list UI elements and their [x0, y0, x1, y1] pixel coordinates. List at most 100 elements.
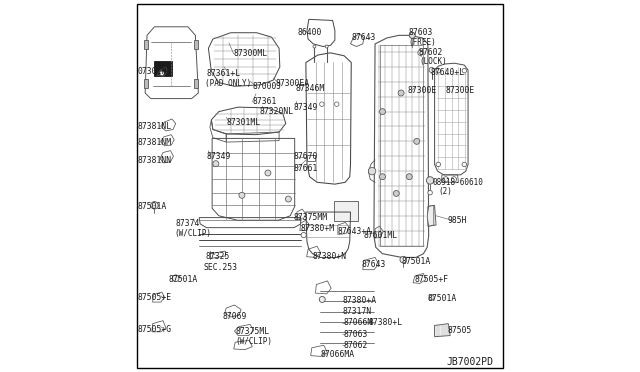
Text: 87300E: 87300E: [408, 86, 437, 94]
Text: 87062: 87062: [343, 341, 367, 350]
Bar: [195, 79, 198, 88]
Text: 87501A: 87501A: [168, 275, 198, 284]
Circle shape: [400, 256, 406, 263]
Circle shape: [406, 174, 412, 180]
Text: (W/CLIP): (W/CLIP): [174, 229, 211, 238]
Circle shape: [319, 102, 324, 106]
Text: 87381NN: 87381NN: [138, 156, 172, 165]
Circle shape: [394, 190, 399, 196]
Text: 87643: 87643: [352, 33, 376, 42]
Circle shape: [436, 68, 440, 73]
Circle shape: [301, 232, 306, 238]
Text: 87602: 87602: [419, 48, 444, 57]
Circle shape: [443, 177, 449, 182]
Text: 87325: 87325: [205, 252, 230, 261]
Circle shape: [239, 192, 245, 198]
Text: JB7002PD: JB7002PD: [447, 357, 493, 366]
Circle shape: [325, 45, 328, 48]
Bar: [145, 40, 148, 49]
Circle shape: [436, 162, 440, 167]
Text: 985H: 985H: [448, 216, 467, 225]
Circle shape: [380, 109, 385, 115]
Circle shape: [462, 68, 467, 73]
Circle shape: [213, 161, 219, 167]
Text: 86400: 86400: [298, 28, 322, 37]
Text: 87643: 87643: [362, 260, 386, 269]
Text: 87643+A: 87643+A: [338, 227, 372, 236]
Text: (2): (2): [438, 187, 452, 196]
Text: (W/CLIP): (W/CLIP): [235, 337, 272, 346]
Circle shape: [462, 162, 467, 167]
Circle shape: [398, 90, 404, 96]
Text: 87603: 87603: [408, 28, 433, 37]
Text: 87066MA: 87066MA: [321, 350, 355, 359]
Text: (FREE): (FREE): [408, 38, 436, 47]
Text: (PAD ONLY): (PAD ONLY): [205, 79, 252, 88]
Text: 87640+L: 87640+L: [431, 68, 465, 77]
Text: 87349: 87349: [294, 103, 318, 112]
Bar: [307, 155, 315, 161]
Circle shape: [380, 174, 385, 180]
Text: 87501A: 87501A: [138, 202, 167, 211]
Circle shape: [285, 196, 291, 202]
Text: 87380+L: 87380+L: [369, 318, 403, 327]
Circle shape: [428, 190, 433, 195]
Text: 87300EA: 87300EA: [275, 79, 310, 88]
Text: 87300ML: 87300ML: [234, 49, 268, 58]
Text: 87505+G: 87505+G: [138, 325, 172, 334]
Circle shape: [451, 177, 456, 182]
Text: 87381NM: 87381NM: [138, 138, 172, 147]
Circle shape: [265, 170, 271, 176]
Text: 87063: 87063: [343, 330, 367, 339]
Text: 87505: 87505: [448, 326, 472, 335]
Circle shape: [369, 167, 376, 175]
Text: SEC.253: SEC.253: [203, 263, 237, 272]
Circle shape: [418, 50, 423, 55]
Text: 87601ML: 87601ML: [364, 231, 398, 240]
Text: 87380+A: 87380+A: [342, 296, 376, 305]
Text: (LOCK): (LOCK): [419, 57, 447, 66]
Text: 87317N: 87317N: [342, 307, 372, 316]
Text: 08918-60610: 08918-60610: [433, 178, 483, 187]
Text: 87670: 87670: [294, 153, 318, 161]
Text: 87066M: 87066M: [343, 318, 372, 327]
Text: 87300E: 87300E: [445, 86, 475, 94]
Circle shape: [319, 296, 325, 302]
Bar: [154, 61, 172, 76]
Text: 87375ML: 87375ML: [235, 327, 269, 336]
Text: 87501A: 87501A: [401, 257, 430, 266]
Circle shape: [413, 138, 420, 144]
Text: 87361+L: 87361+L: [207, 69, 241, 78]
Circle shape: [429, 295, 434, 300]
Text: 87380+N: 87380+N: [312, 252, 347, 261]
Circle shape: [426, 177, 434, 184]
Circle shape: [159, 71, 164, 76]
Circle shape: [151, 202, 158, 209]
Text: 87505+E: 87505+E: [138, 293, 172, 302]
Text: 87381NL: 87381NL: [138, 122, 172, 131]
Text: 87380+M: 87380+M: [301, 224, 335, 233]
Circle shape: [172, 275, 179, 282]
Polygon shape: [427, 205, 434, 226]
Polygon shape: [435, 324, 450, 337]
Text: 87505+F: 87505+F: [415, 275, 449, 284]
Circle shape: [429, 67, 434, 73]
Circle shape: [335, 102, 339, 106]
Bar: [195, 40, 198, 49]
Circle shape: [313, 45, 316, 48]
Circle shape: [410, 32, 415, 38]
Text: 87375MM: 87375MM: [294, 213, 328, 222]
Text: 87069: 87069: [223, 312, 247, 321]
Text: 07301NP: 07301NP: [138, 67, 172, 76]
Text: 87661: 87661: [294, 164, 318, 173]
Text: 87361: 87361: [252, 97, 276, 106]
Text: 87320NL: 87320NL: [260, 107, 294, 116]
Text: 87374: 87374: [175, 219, 200, 228]
Text: 87349: 87349: [207, 153, 231, 161]
Text: 87346M: 87346M: [296, 84, 324, 93]
Text: 87000J: 87000J: [252, 82, 282, 91]
Text: 87501A: 87501A: [428, 294, 457, 303]
Text: 87301ML: 87301ML: [227, 118, 260, 127]
Bar: [334, 201, 358, 221]
Bar: [145, 79, 148, 88]
